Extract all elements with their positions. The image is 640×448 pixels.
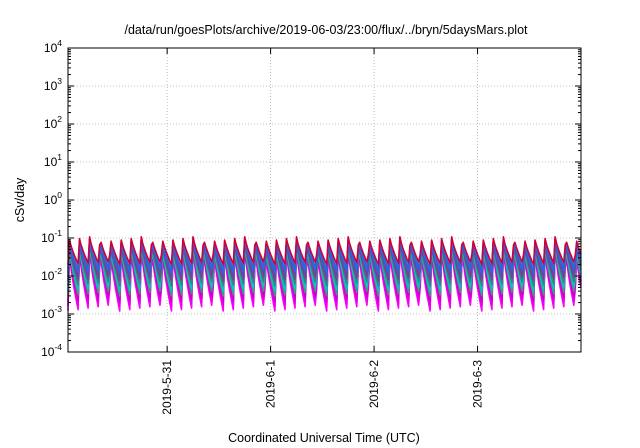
- y-tick-label: 100: [44, 190, 62, 207]
- y-tick-label: 10-3: [41, 304, 62, 321]
- y-tick-label: 10-4: [41, 342, 62, 359]
- plot-area: [67, 236, 582, 312]
- x-tick-label: 2019-6-2: [367, 360, 381, 408]
- y-tick-label: 103: [44, 76, 62, 93]
- grid: [68, 48, 581, 352]
- series-line: [67, 236, 582, 266]
- y-tick-label: 102: [44, 114, 62, 131]
- x-tick-label: 2019-5-31: [160, 360, 174, 415]
- x-tick-label: 2019-6-1: [264, 360, 278, 408]
- y-tick-label: 101: [44, 152, 62, 169]
- x-tick-label: 2019-6-3: [471, 360, 485, 408]
- y-tick-label: 104: [44, 38, 62, 55]
- chart-title: /data/run/goesPlots/archive/2019-06-03/2…: [124, 23, 528, 37]
- y-tick-label: 10-1: [41, 228, 62, 245]
- y-tick-label: 10-2: [41, 266, 62, 283]
- x-axis-label: Coordinated Universal Time (UTC): [228, 431, 420, 445]
- axes: 104 103 102 101 100 10-1 10-2 10-3 10-4 2019-5-31…: [41, 38, 581, 415]
- plot-frame: [67, 47, 582, 353]
- y-axis-label: cSv/day: [13, 177, 27, 222]
